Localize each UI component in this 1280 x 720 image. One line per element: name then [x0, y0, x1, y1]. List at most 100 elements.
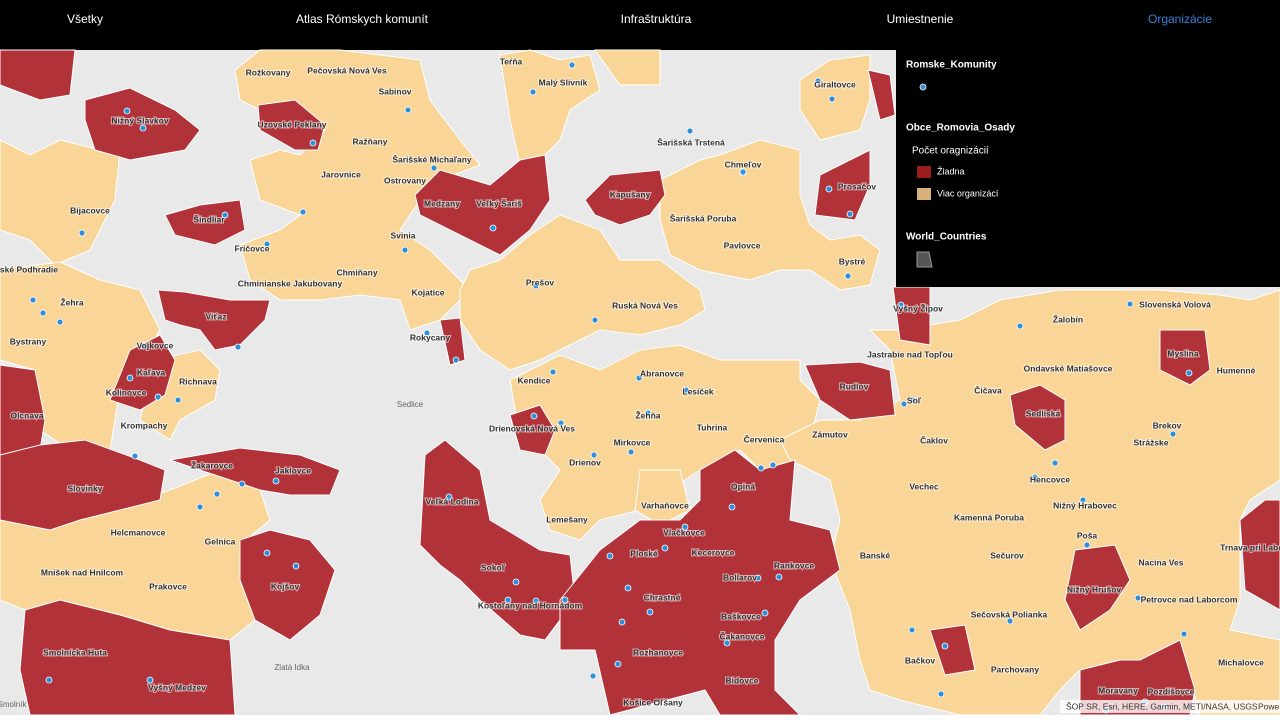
- community-point: [532, 282, 540, 290]
- community-point: [557, 419, 565, 427]
- community-point: [618, 618, 626, 626]
- place-label: Bidovce: [725, 675, 758, 685]
- place-label: Rozhanovce: [633, 647, 683, 657]
- place-label: Drienovská Nová Ves: [489, 423, 575, 433]
- legend-layer-title: Romske_Komunity: [906, 60, 997, 71]
- place-label: Poša: [1077, 530, 1098, 540]
- place-label: Chminianske Jakubovany: [238, 278, 343, 288]
- place-label: Vojkovce: [137, 340, 174, 350]
- tab[interactable]: Umiestnenie: [887, 12, 954, 26]
- place-label: Medzany: [424, 198, 460, 208]
- community-point: [423, 329, 431, 337]
- place-label: Rožkovany: [246, 67, 291, 77]
- legend-bg: [896, 50, 1280, 287]
- place-label: Rudlov: [840, 381, 869, 391]
- community-point: [1180, 630, 1188, 638]
- place-label: Uzovské Peklany: [258, 119, 327, 129]
- community-point: [681, 523, 689, 531]
- place-label: Baškovce: [721, 611, 761, 621]
- community-point: [221, 211, 229, 219]
- community-point: [139, 124, 147, 132]
- community-point: [1126, 300, 1134, 308]
- place-label: Veľká Lodina: [426, 496, 479, 506]
- legend-swatch: [916, 251, 933, 268]
- place-label: Trnava pri Laborci: [1220, 542, 1280, 552]
- place-label: Drienov: [569, 457, 601, 467]
- municipality-area: [1009, 384, 1066, 451]
- community-point: [941, 642, 949, 650]
- place-label: Abranovce: [640, 368, 684, 378]
- place-label: Šarišská Poruba: [670, 212, 737, 223]
- municipality-area: [459, 214, 706, 371]
- place-label: Lemešany: [546, 514, 588, 524]
- place-label: Vyšný Medzev: [148, 682, 206, 692]
- place-label: Chrastné: [644, 592, 681, 602]
- tab-active[interactable]: Organizácie: [1148, 12, 1212, 26]
- municipality-area: [499, 49, 601, 166]
- place-label: Kendice: [517, 375, 550, 385]
- community-point: [646, 608, 654, 616]
- municipality-area: [234, 49, 481, 331]
- municipality-area: [84, 87, 201, 161]
- community-point: [1134, 594, 1142, 602]
- community-point: [445, 493, 453, 501]
- community-point: [1031, 473, 1039, 481]
- legend-swatch: [917, 188, 931, 200]
- place-label: Petrovce nad Laborcom: [1141, 594, 1238, 604]
- tab[interactable]: Atlas Rómskych komunít: [296, 12, 429, 26]
- municipality-area: [1159, 329, 1211, 386]
- municipality-area: [1064, 544, 1131, 631]
- community-point: [591, 316, 599, 324]
- place-label: Kostoľany nad Hornádom: [478, 600, 583, 610]
- community-point: [844, 272, 852, 280]
- place-label: Jaklovce: [275, 465, 311, 475]
- place-label: Chmeľov: [725, 159, 762, 169]
- community-point: [126, 374, 134, 382]
- place-label: Veľký Šariš: [476, 197, 522, 208]
- place-label: Žalobín: [1053, 313, 1083, 324]
- community-point: [1079, 496, 1087, 504]
- tab[interactable]: Všetky: [67, 12, 103, 26]
- place-label: Košice Oľšany: [623, 697, 683, 707]
- community-point: [739, 168, 747, 176]
- community-point: [404, 106, 412, 114]
- place-label: Smolnícka Huta: [43, 647, 107, 657]
- community-point: [272, 477, 280, 485]
- place-label: Kamenná Poruba: [954, 512, 1024, 522]
- municipality-area: [634, 469, 691, 526]
- place-label: Zámutov: [812, 429, 848, 439]
- place-label: Soľ: [907, 395, 922, 405]
- community-point: [196, 503, 204, 511]
- community-point: [897, 301, 905, 309]
- tab[interactable]: Infraštruktúra: [621, 12, 692, 26]
- community-point: [29, 296, 37, 304]
- community-point: [908, 626, 916, 634]
- community-point: [686, 127, 694, 135]
- attribution: ŠOP SR, Esri, HERE, Garmin, METI/NASA, U…: [1066, 701, 1258, 711]
- municipality-area: [0, 364, 46, 456]
- place-label: Šindliar: [193, 213, 225, 224]
- community-point: [900, 400, 908, 408]
- place-label: Humenné: [1217, 365, 1256, 375]
- place-label: Prešov: [526, 277, 555, 287]
- municipality-area: [19, 599, 236, 716]
- municipality-area: [0, 439, 166, 531]
- municipality-area: [109, 334, 176, 411]
- place-label: Kaľava: [137, 367, 166, 377]
- place-label: Slovenská Volová: [1139, 299, 1211, 309]
- place-label: Čaklov: [920, 434, 948, 445]
- place-label: Ruská Nová Ves: [612, 300, 678, 310]
- tabs: Všetky Atlas Rómskych komunít Infraštruk…: [67, 12, 1212, 26]
- community-point: [754, 574, 762, 582]
- place-label: Čičava: [974, 384, 1002, 395]
- community-point: [146, 676, 154, 684]
- community-point: [661, 544, 669, 552]
- municipality-area: [0, 139, 121, 266]
- community-point: [1169, 430, 1177, 438]
- place-label: Pavlovce: [724, 240, 761, 250]
- community-point: [238, 480, 246, 488]
- place-label: Banské: [860, 550, 891, 560]
- powered-by[interactable]: Powe: [1258, 701, 1280, 711]
- community-point: [154, 393, 162, 401]
- community-point: [549, 368, 557, 376]
